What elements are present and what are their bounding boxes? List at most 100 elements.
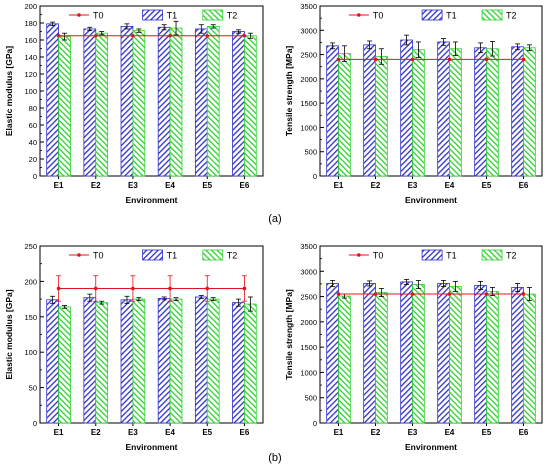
x-tick-label: E2: [91, 428, 101, 437]
legend-label-t1: T1: [446, 11, 457, 21]
plot-frame: [319, 245, 543, 424]
legend-label-t2: T2: [227, 11, 238, 21]
legend-label-t2: T2: [227, 251, 238, 261]
legend-swatch-t1: [142, 9, 163, 21]
point-t0: [242, 33, 247, 38]
y-tick-label: 1500: [300, 343, 317, 352]
bar-t1: [400, 281, 413, 424]
bar-t2: [206, 25, 220, 177]
point-t0: [56, 33, 61, 38]
bar-t2: [58, 306, 71, 424]
x-tick-label: E5: [482, 181, 492, 190]
y-tick-label: 3000: [300, 267, 317, 276]
point-t0: [484, 292, 489, 296]
x-tick-label: E4: [445, 428, 455, 437]
point-t0: [93, 33, 98, 38]
point-t0: [447, 57, 452, 62]
x-tick-label: E4: [445, 181, 455, 190]
legend-swatch-t2: [202, 249, 224, 261]
y-axis-title: Elastic modulus [GPa]: [4, 46, 14, 136]
legend-label-t0: T0: [373, 11, 384, 21]
bar-t1: [326, 283, 339, 424]
x-tick-label: E4: [165, 181, 175, 190]
legend-label-t0: T0: [93, 11, 104, 21]
y-tick-label: 160: [24, 36, 37, 45]
bar-t1: [363, 44, 376, 177]
bar-t2: [244, 303, 257, 424]
bar-t1: [120, 299, 134, 424]
bar-t2: [375, 56, 388, 177]
bar-t1: [511, 46, 524, 177]
point-t0: [373, 292, 378, 296]
chart-a-left-elastic-modulus: 0 20 40 60 80 100 120 140 160 180 200 E1 E2 E3 E4 E5 E6 E…: [4, 2, 264, 205]
y-tick-label: 500: [304, 394, 317, 403]
bar-t2: [95, 302, 109, 424]
panel-label-a: (a): [268, 213, 281, 225]
legend-swatch-t1: [142, 249, 163, 261]
x-tick-label: E3: [128, 428, 138, 437]
bar-t2: [206, 298, 220, 424]
x-tick-label: E2: [371, 428, 381, 437]
bar-t2: [338, 53, 351, 177]
chart-a-right-tensile-strength: 0 500 1000 1500 2000 2500 3000 3500 E1 E2 E3 E4 E5 E6…: [284, 2, 543, 205]
plot-frame: [39, 5, 264, 177]
legend-swatch-t1: [421, 249, 443, 261]
legend-label-t1: T1: [446, 251, 457, 261]
legend-swatch-t2: [481, 249, 503, 261]
y-tick-label: 100: [24, 348, 37, 357]
chart-b-right-tensile-strength: 0 500 1000 1500 2000 2500 3000 3500 E1 E2 E3 E4 E5 E6…: [284, 242, 543, 452]
legend-marker-t0: [77, 13, 81, 17]
legend-swatch-t1: [421, 9, 443, 21]
y-tick-label: 250: [24, 242, 37, 251]
y-tick-label: 2000: [300, 75, 317, 84]
bar-t2: [244, 35, 257, 177]
legend-label-t0: T0: [373, 251, 384, 261]
point-t0: [242, 286, 247, 291]
y-tick-label: 2500: [300, 293, 317, 302]
x-tick-label: E1: [54, 181, 64, 190]
y-tick-label: 2000: [300, 318, 317, 327]
point-t0: [521, 292, 526, 296]
legend-label-t2: T2: [506, 11, 517, 21]
bar-t1: [511, 287, 524, 424]
point-t0: [336, 292, 341, 296]
y-axis-title: Elastic modulus [GPa]: [4, 289, 14, 379]
bar-t1: [474, 47, 487, 177]
bar-t1: [83, 297, 97, 424]
bar-t2: [412, 284, 425, 424]
x-tick-label: E4: [165, 428, 175, 437]
bar-t2: [95, 32, 109, 177]
x-tick-label: E5: [202, 428, 212, 437]
bar-t1: [157, 26, 171, 177]
point-t0: [336, 57, 341, 62]
chart-b-left-elastic-modulus: 0 50 100 150 200 250 E1 E2 E3 E4 E5 E6 Environment El…: [4, 242, 264, 452]
point-t0: [168, 33, 172, 38]
legend-label-t0: T0: [93, 251, 104, 261]
plot-frame: [39, 245, 264, 424]
x-tick-label: E3: [408, 428, 418, 437]
bar-t1: [46, 23, 59, 177]
point-t0: [205, 286, 210, 291]
y-tick-label: 0: [33, 172, 37, 181]
y-tick-label: 0: [33, 419, 37, 428]
bar-t1: [232, 302, 245, 424]
point-t0: [205, 33, 210, 38]
bar-t2: [486, 48, 499, 177]
x-axis-title: Environment: [126, 442, 178, 452]
point-t0: [521, 57, 526, 62]
point-t0: [131, 33, 135, 38]
point-t0: [484, 57, 489, 62]
x-tick-label: E3: [408, 181, 418, 190]
bar-t2: [523, 293, 536, 424]
x-axis-title: Environment: [405, 442, 457, 452]
point-t0: [93, 286, 98, 291]
bar-t2: [486, 291, 499, 424]
x-tick-label: E2: [91, 181, 101, 190]
y-tick-label: 120: [24, 70, 37, 79]
bar-t2: [169, 298, 183, 424]
y-tick-label: 100: [24, 87, 37, 96]
y-tick-label: 60: [29, 121, 37, 130]
x-tick-label: E1: [54, 428, 64, 437]
